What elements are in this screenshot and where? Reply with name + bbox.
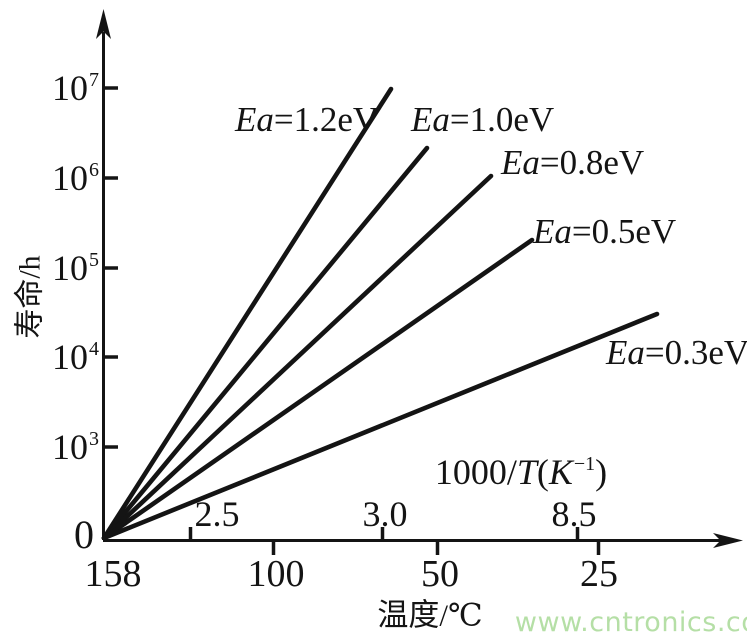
reciprocal-tick-label-2-5: 2.5 <box>194 494 240 534</box>
reciprocal-axis-title: 1000/T(K−1) <box>434 452 608 493</box>
y-axis-title: 寿命/h <box>13 255 47 339</box>
y-tick-label-1e7: 107 <box>52 68 99 108</box>
series-lines <box>101 86 660 541</box>
series-label-ea-0-5ev: Ea=0.5eV <box>533 212 677 251</box>
temp-tick-label-158: 158 <box>84 553 142 595</box>
y-tick-label-1e3: 103 <box>52 427 99 467</box>
series-line-ea-1-0ev <box>101 145 430 541</box>
y-tick-label-1e4: 104 <box>52 337 99 377</box>
series-label-ea-1-2ev: Ea=1.2eV <box>235 100 379 139</box>
series-line-ea-0-3ev <box>101 311 660 541</box>
series-label-ea-0-3ev: Ea=0.3eV <box>606 333 747 372</box>
reciprocal-tick-label-3-0: 3.0 <box>362 494 408 534</box>
series-line-ea-0-5ev <box>101 237 535 541</box>
reciprocal-axis-ticks <box>188 527 580 540</box>
series-label-ea-0-8ev: Ea=0.8eV <box>501 143 645 182</box>
watermark-text: www.cntronics.com <box>514 606 747 638</box>
origin-label: 0 <box>74 512 94 557</box>
y-axis <box>96 9 118 540</box>
x-axis <box>103 527 743 555</box>
series-line-ea-0-8ev <box>101 173 494 541</box>
temp-tick-label-25: 25 <box>580 553 618 595</box>
temp-tick-label-100: 100 <box>247 553 305 595</box>
temp-tick-label-50: 50 <box>421 553 459 595</box>
y-axis-ticks <box>105 86 118 449</box>
x-axis-title: 温度/℃ <box>377 597 483 633</box>
y-axis-arrowhead-icon <box>96 9 111 39</box>
series-label-ea-1-0ev: Ea=1.0eV <box>411 100 555 139</box>
y-tick-label-1e5: 105 <box>52 248 99 288</box>
series-line-ea-1-2ev <box>101 86 394 541</box>
x-axis-arrowhead-icon <box>713 533 743 548</box>
temperature-axis-ticks <box>271 541 601 555</box>
reciprocal-tick-label-8-5: 8.5 <box>551 494 597 534</box>
y-tick-label-1e6: 106 <box>52 158 99 198</box>
